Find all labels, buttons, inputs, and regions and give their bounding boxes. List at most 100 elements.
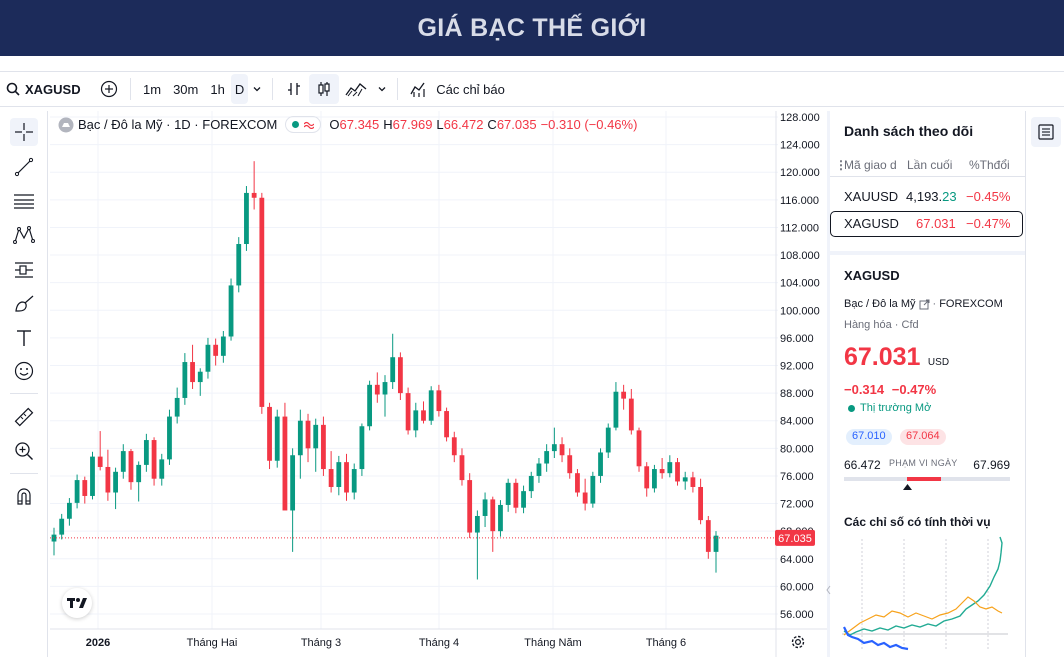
candle <box>90 451 95 500</box>
last-price-label: 67.035 <box>778 533 812 545</box>
candle <box>220 330 226 363</box>
panel-divider[interactable] <box>826 111 831 657</box>
brush-icon <box>15 295 34 312</box>
chart-pane[interactable]: 128.000 124.000 120.000 116.000 112.000 108.0… <box>50 111 827 657</box>
detail-price-line: 67.031 USD <box>844 343 949 372</box>
brush-tool[interactable] <box>10 290 38 318</box>
bar-style-icon <box>288 83 301 95</box>
zoom-tool[interactable] <box>10 437 38 465</box>
seasonals-chart[interactable] <box>842 531 1012 651</box>
detail-name[interactable]: Bạc / Đô la Mỹ <box>844 298 916 310</box>
y-tick-label: 84.000 <box>780 416 814 428</box>
row-last: 4,193.23 <box>906 189 957 204</box>
seasonal-line-current <box>843 536 1003 636</box>
range-marker-icon <box>903 484 912 490</box>
candles-button[interactable] <box>309 74 340 104</box>
chart-type-dropdown[interactable] <box>373 74 391 104</box>
candle <box>159 453 165 486</box>
candle <box>659 457 665 479</box>
market-status-pill[interactable] <box>285 116 322 133</box>
pattern-tool[interactable] <box>10 221 38 249</box>
y-tick-label: 124.000 <box>780 140 820 152</box>
candle <box>413 402 419 438</box>
legend-close: C67.035 <box>487 117 537 132</box>
header-last[interactable]: Lần cuối <box>907 158 953 172</box>
candle <box>274 409 280 468</box>
plus-circle-icon <box>100 80 118 98</box>
detail-type: Cfd <box>901 319 919 331</box>
crosshair-tool[interactable] <box>10 118 38 146</box>
price-chart[interactable]: 128.000 124.000 120.000 116.000 112.000 108.0… <box>50 111 827 657</box>
indicators-button[interactable]: Các chỉ báo <box>404 74 511 104</box>
interval-d[interactable]: D <box>230 74 249 104</box>
interval-dropdown[interactable] <box>248 74 266 104</box>
measure-tool[interactable] <box>10 403 38 431</box>
page-title: GIÁ BẠC THẾ GIỚI <box>417 13 647 42</box>
watchlist-icon <box>1038 124 1054 140</box>
fib-retracement-icon <box>14 194 34 209</box>
candle <box>251 161 257 210</box>
ruler-icon <box>14 407 34 427</box>
area-chart-button[interactable] <box>339 74 373 104</box>
tradingview-logo[interactable] <box>62 588 92 618</box>
chart-settings-button[interactable] <box>790 634 808 652</box>
header-change[interactable]: %Thđổi <box>969 158 1010 172</box>
top-toolbar: XAGUSD 1m 30m 1h D Các chỉ báo <box>0 71 1064 107</box>
watchlist-toggle-button[interactable] <box>1031 117 1061 147</box>
x-tick-label: 2026 <box>86 637 110 649</box>
header-symbol[interactable]: Mã giao d <box>844 158 897 172</box>
candle <box>197 368 203 396</box>
y-tick-label: 108.000 <box>780 250 820 262</box>
candle <box>182 353 188 405</box>
candle <box>575 469 580 497</box>
legend-low: L66.472 <box>436 117 484 132</box>
fib-tool[interactable] <box>10 187 38 215</box>
candle <box>151 437 157 486</box>
candle <box>74 474 80 509</box>
compare-button[interactable] <box>94 74 124 104</box>
row-change: −0.47% <box>966 216 1011 231</box>
indicators-label: Các chỉ báo <box>436 81 505 97</box>
candle <box>644 462 650 497</box>
symbol-search[interactable]: XAGUSD <box>0 74 94 104</box>
interval-30m[interactable]: 30m <box>173 81 199 97</box>
magnet-tool[interactable] <box>10 483 38 511</box>
candle <box>459 448 465 486</box>
candle <box>474 510 480 580</box>
interval-1m[interactable]: 1m <box>143 81 162 97</box>
tool-divider <box>10 473 38 474</box>
candle <box>259 192 265 414</box>
y-tick-label: 100.000 <box>780 305 820 317</box>
text-icon <box>17 330 31 346</box>
external-link-icon[interactable] <box>919 299 930 310</box>
candle <box>228 278 234 341</box>
candle <box>567 448 573 479</box>
market-status-label: Thị trường Mở <box>860 402 932 414</box>
chevron-left-icon <box>826 585 831 595</box>
candle <box>305 413 311 463</box>
candle <box>451 431 457 463</box>
candle <box>290 448 296 552</box>
candle <box>605 423 611 458</box>
watchlist-row-xagusd[interactable]: XAGUSD 67.031 −0.47% <box>830 211 1023 237</box>
watchlist-row-xauusd[interactable]: XAUUSD 4,193.23 −0.45% <box>830 184 1025 210</box>
forecast-icon <box>15 262 33 278</box>
seasonals-title[interactable]: Các chỉ số có tính thời vụ <box>844 515 991 529</box>
candle <box>136 461 142 502</box>
candle <box>66 498 72 526</box>
trend-line-tool[interactable] <box>10 153 38 181</box>
interval-1h[interactable]: 1h <box>210 81 225 97</box>
text-tool[interactable] <box>10 324 38 352</box>
detail-exchange[interactable]: FOREXCOM <box>939 298 1003 310</box>
prediction-tool[interactable] <box>10 256 38 284</box>
emoji-tool[interactable] <box>10 357 38 385</box>
tradingview-logo-icon <box>67 598 87 608</box>
bar-style-button[interactable] <box>279 74 309 104</box>
column-menu-icon[interactable]: ⋮ <box>835 158 847 172</box>
candle <box>551 427 557 458</box>
candle <box>421 401 426 424</box>
candle <box>698 478 704 525</box>
candle <box>690 471 696 493</box>
market-open-dot <box>292 121 300 128</box>
candle <box>675 457 680 486</box>
